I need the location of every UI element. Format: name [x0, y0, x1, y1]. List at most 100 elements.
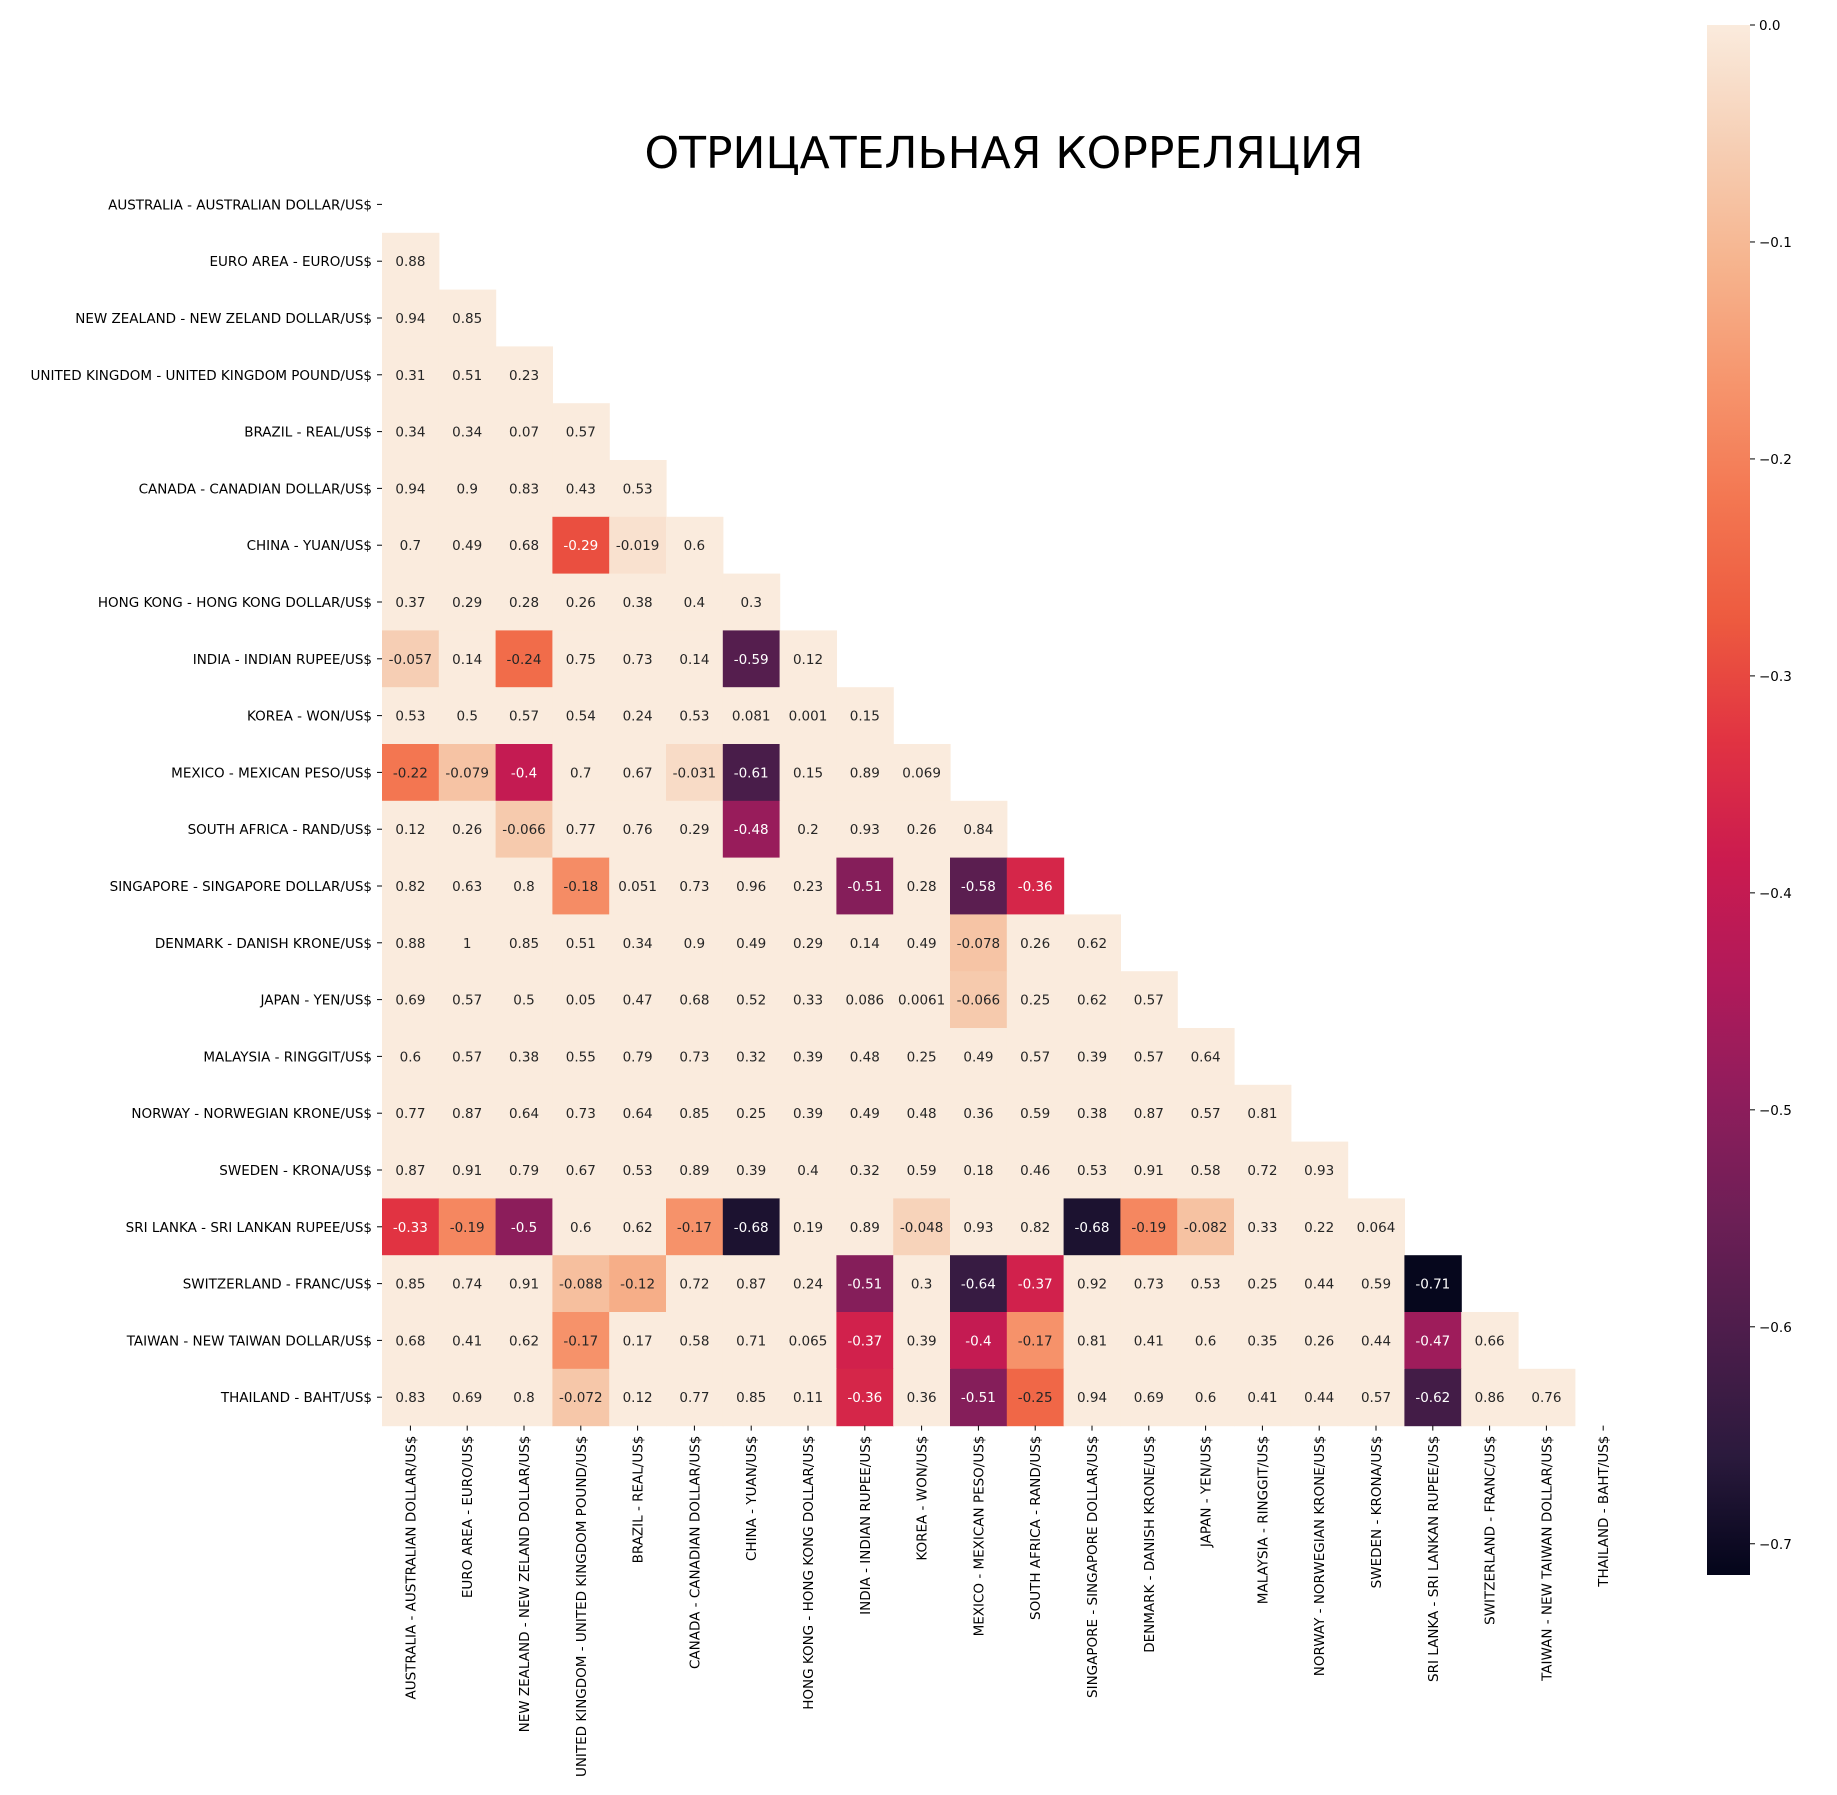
- row-label: MALAYSIA - RINGGIT/US$: [203, 1049, 372, 1065]
- cell-value-label: 0.6: [1195, 1333, 1216, 1349]
- cell-value-label: 0.32: [736, 1049, 766, 1065]
- heatmap-cell: [1347, 1198, 1405, 1256]
- cell-value-label: 0.12: [793, 652, 823, 668]
- column-label: INDIA - INDIAN RUPEE/US$: [858, 1436, 874, 1615]
- heatmap-cell: [1120, 1368, 1178, 1427]
- cell-value-label: 0.68: [679, 993, 709, 1009]
- heatmap-cell: [438, 1198, 497, 1256]
- cell-value-label: 0.39: [736, 1163, 766, 1179]
- heatmap-cell: [722, 573, 781, 631]
- heatmap-cell: [552, 460, 610, 518]
- row-labels: AUSTRALIA - AUSTRALIAN DOLLAR/US$ EURO AR…: [31, 197, 382, 1406]
- cell-value-label: -0.031: [673, 765, 717, 781]
- heatmap-cell: [836, 744, 894, 802]
- row-label: TAIWAN - NEW TAIWAN DOLLAR/US$: [126, 1333, 372, 1349]
- cell-value-label: 0.77: [679, 1390, 709, 1406]
- cell-value-label: 0.63: [452, 879, 482, 895]
- heatmap-cell: [722, 1255, 781, 1313]
- cell-value-label: 0.49: [736, 936, 766, 952]
- heatmap-cell: [609, 1084, 667, 1143]
- column-label: DENMARK - DANISH KRONE/US$: [1142, 1436, 1158, 1653]
- heatmap-cell: [950, 1312, 1008, 1370]
- heatmap-cell: [495, 630, 553, 688]
- colorbar-tick-label: −0.3: [1759, 669, 1792, 685]
- cell-value-label: 0.39: [793, 1106, 823, 1122]
- cell-value-label: 0.59: [1361, 1277, 1391, 1293]
- cell-value-label: -0.36: [847, 1390, 882, 1406]
- heatmap-cell: [893, 1255, 951, 1313]
- heatmap-cell: [382, 289, 440, 347]
- cell-value-label: 0.12: [623, 1390, 653, 1406]
- cell-value-label: 0.14: [850, 936, 880, 952]
- cell-value-label: -0.19: [1131, 1220, 1166, 1236]
- heatmap-cell: [438, 914, 497, 972]
- heatmap-cell: [1177, 1084, 1235, 1143]
- cell-value-label: 0.76: [623, 822, 653, 838]
- heatmap-cell: [779, 971, 837, 1029]
- heatmap-cell: [1518, 1368, 1576, 1427]
- cell-value-label: 0.69: [395, 993, 425, 1009]
- heatmap-cell: [893, 1141, 951, 1199]
- cell-value-label: 0.11: [793, 1390, 823, 1406]
- cell-value-label: 0.38: [623, 595, 653, 611]
- row-label: SWEDEN - KRONA/US$: [219, 1163, 372, 1179]
- heatmap-cell: [893, 1312, 951, 1370]
- heatmap-cell: [552, 1198, 610, 1256]
- cell-value-label: -0.51: [847, 1277, 882, 1293]
- heatmap-cell: [1063, 1198, 1121, 1256]
- heatmap-cell: [836, 800, 894, 859]
- cell-value-label: 0.43: [566, 481, 596, 497]
- heatmap-cell: [609, 630, 667, 688]
- heatmap-cell: [438, 687, 497, 745]
- cell-value-label: -0.37: [1018, 1277, 1053, 1293]
- heatmap-cell: [609, 687, 667, 745]
- heatmap-cell: [836, 971, 894, 1029]
- heatmap-cell: [495, 800, 553, 859]
- heatmap-cell: [495, 1255, 553, 1313]
- cell-value-label: 0.49: [963, 1049, 993, 1065]
- heatmap-cell: [1120, 1141, 1178, 1199]
- cell-value-label: -0.51: [961, 1390, 996, 1406]
- heatmap-cell: [609, 971, 667, 1029]
- cell-value-label: 0.91: [452, 1163, 482, 1179]
- heatmap-cell: [950, 971, 1008, 1029]
- heatmap-cell: [666, 1312, 724, 1370]
- heatmap-cell: [836, 687, 894, 745]
- cell-value-label: -0.71: [1415, 1277, 1450, 1293]
- cell-value-label: 0.25: [736, 1106, 766, 1122]
- cell-value-label: 0.53: [623, 481, 653, 497]
- cell-value-label: -0.048: [900, 1220, 944, 1236]
- heatmap-cell: [666, 1084, 724, 1143]
- cell-value-label: 0.72: [1247, 1163, 1277, 1179]
- cell-value-label: 0.29: [793, 936, 823, 952]
- heatmap-cell: [382, 1198, 440, 1256]
- colorbar-tick-label: −0.6: [1759, 1320, 1792, 1336]
- heatmap-cell: [666, 857, 724, 915]
- cell-value-label: -0.59: [734, 652, 769, 668]
- heatmap-cell: [893, 1028, 951, 1086]
- cell-value-label: 0.93: [963, 1220, 993, 1236]
- cell-value-label: 0.19: [793, 1220, 823, 1236]
- heatmap-cell: [666, 687, 724, 745]
- cell-value-label: -0.17: [1018, 1333, 1053, 1349]
- cell-value-label: -0.58: [961, 879, 996, 895]
- cell-value-label: 0.92: [1077, 1277, 1107, 1293]
- cell-value-label: 0.81: [1077, 1333, 1107, 1349]
- heatmap-cell: [609, 1312, 667, 1370]
- heatmap-cell: [893, 857, 951, 915]
- heatmap-cell: [382, 1028, 440, 1086]
- column-label: SWEDEN - KRONA/US$: [1369, 1436, 1385, 1589]
- cell-value-label: 0.77: [566, 822, 596, 838]
- heatmap-cell: [438, 800, 497, 859]
- heatmap-cell: [552, 1368, 610, 1427]
- heatmap-cell: [552, 573, 610, 631]
- cell-value-label: -0.51: [847, 879, 882, 895]
- colorbar-tick-label: −0.1: [1759, 235, 1792, 251]
- heatmap-cell: [666, 914, 724, 972]
- row-label: NORWAY - NORWEGIAN KRONE/US$: [131, 1106, 372, 1122]
- cell-value-label: 0.22: [1304, 1220, 1334, 1236]
- cell-value-label: 0.62: [509, 1333, 539, 1349]
- heatmap-cell: [1461, 1368, 1519, 1427]
- heatmap-cell: [1290, 1198, 1349, 1256]
- cell-value-label: 0.23: [793, 879, 823, 895]
